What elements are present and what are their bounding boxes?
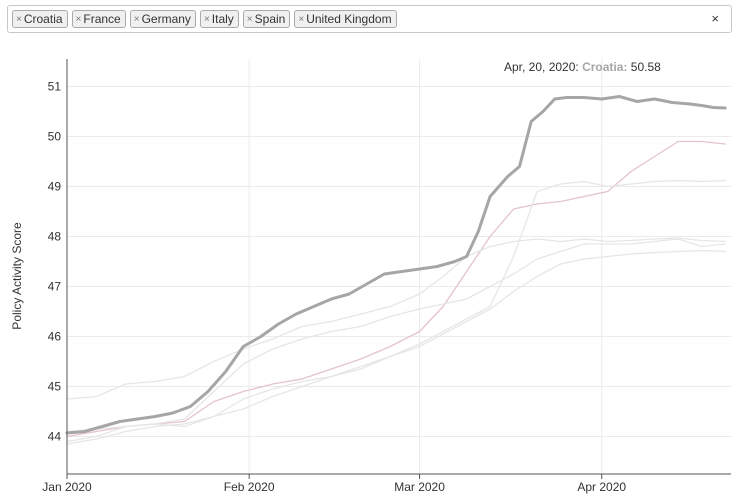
remove-icon[interactable]: × [133, 13, 140, 25]
tag-croatia[interactable]: × Croatia [12, 10, 68, 28]
y-tick-label: 45 [48, 380, 62, 394]
tag-label: Germany [141, 12, 191, 26]
tag-italy[interactable]: × Italy [199, 10, 239, 28]
selected-countries: × Croatia × France × Germany × Italy × Spain … [12, 10, 397, 28]
tooltip-date: Apr, 20, 2020: [504, 60, 579, 74]
tag-label: Italy [211, 12, 234, 26]
tag-united-kingdom[interactable]: × United Kingdom [294, 10, 397, 28]
grid [66, 59, 731, 474]
tooltip-separator: : [623, 60, 627, 74]
axes: 44 45 46 47 48 49 50 51 Jan 2020 Feb 2020 Mar 2020… [42, 59, 731, 494]
series-line-united-kingdom[interactable] [66, 249, 726, 445]
tag-label: United Kingdom [306, 12, 392, 26]
tag-spain[interactable]: × Spain [242, 10, 291, 28]
series-line-france[interactable] [66, 140, 726, 438]
country-selector[interactable]: × Croatia × France × Germany × Italy × Spain … [7, 5, 732, 33]
x-tick-label: Feb 2020 [224, 480, 275, 494]
series-line-germany[interactable] [66, 237, 726, 400]
y-tick-label: 50 [48, 130, 62, 144]
x-tick-label: Apr 2020 [577, 480, 626, 494]
y-tick-label: 46 [48, 330, 62, 344]
tooltip-country: Croatia [582, 60, 624, 74]
tooltip: Apr, 20, 2020: Croatia: 50.58 [504, 60, 661, 74]
clear-all-icon[interactable]: × [711, 11, 719, 26]
remove-icon[interactable]: × [203, 13, 210, 25]
tag-germany[interactable]: × Germany [129, 10, 196, 28]
tooltip-value: 50.58 [631, 60, 661, 74]
highlighted-series-group [65, 95, 727, 435]
y-tick-label: 48 [48, 230, 62, 244]
x-tick-label: Mar 2020 [394, 480, 445, 494]
y-axis-label: Policy Activity Score [10, 222, 24, 330]
series-line-croatia[interactable] [65, 95, 727, 435]
tag-label: France [83, 12, 121, 26]
tag-label: Croatia [23, 12, 63, 26]
series-group [66, 140, 726, 445]
y-tick-label: 49 [48, 180, 62, 194]
remove-icon[interactable]: × [246, 13, 253, 25]
y-tick-label: 47 [48, 280, 62, 294]
tag-france[interactable]: × France [71, 10, 126, 28]
remove-icon[interactable]: × [298, 13, 305, 25]
series-line-italy[interactable] [66, 179, 726, 443]
y-tick-label: 51 [48, 80, 62, 94]
y-tick-label: 44 [48, 430, 62, 444]
x-tick-label: Jan 2020 [42, 480, 92, 494]
series-line-spain[interactable] [66, 238, 726, 433]
tag-label: Spain [254, 12, 286, 26]
remove-icon[interactable]: × [16, 13, 22, 25]
remove-icon[interactable]: × [75, 13, 82, 25]
